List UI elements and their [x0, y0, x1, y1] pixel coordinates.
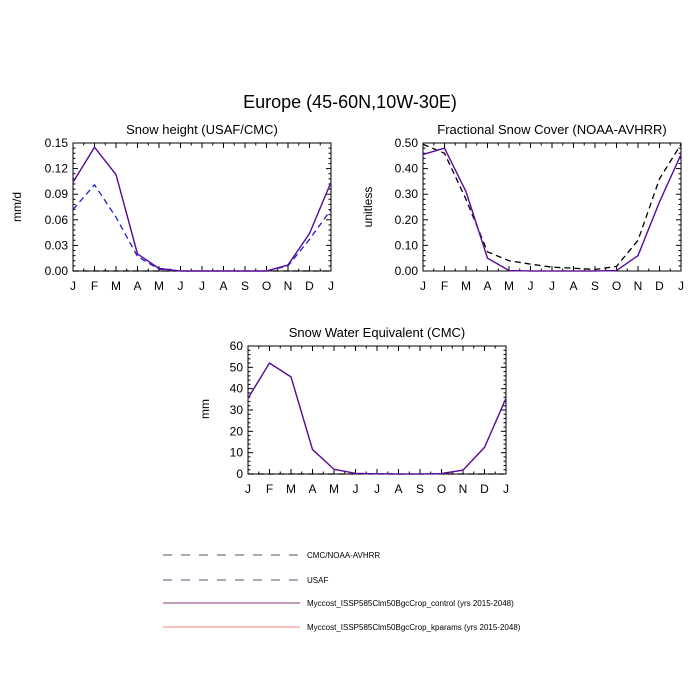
y-tick-label: 50: [230, 360, 244, 374]
x-tick-label: S: [241, 279, 249, 293]
y-tick-label: 40: [230, 382, 244, 396]
y-tick-label: 0.09: [45, 187, 69, 201]
x-tick-label: F: [441, 279, 448, 293]
legend-label-0: CMC/NOAA-AVHRR: [307, 551, 380, 560]
x-tick-label: J: [528, 279, 534, 293]
x-tick-label: M: [461, 279, 471, 293]
y-tick-label: 0.20: [395, 213, 419, 227]
y-tick-label: 20: [230, 424, 244, 438]
series-line-1: [422, 147, 682, 272]
x-tick-label: O: [262, 279, 271, 293]
y-tick-label: 0.00: [45, 264, 69, 278]
legend-label-1: USAF: [307, 576, 328, 585]
x-tick-label: M: [111, 279, 121, 293]
x-tick-label: J: [353, 482, 359, 496]
x-tick-label: A: [219, 279, 227, 293]
x-tick-label: J: [245, 482, 251, 496]
series-line-0: [422, 143, 682, 271]
figure-title: Europe (45-60N,10W-30E): [243, 92, 457, 112]
x-tick-label: A: [308, 482, 316, 496]
x-tick-label: S: [591, 279, 599, 293]
plot-frame: [72, 142, 332, 272]
y-tick-label: 0.06: [45, 213, 69, 227]
plot-frame: [422, 142, 682, 272]
series-line-2: [247, 362, 507, 475]
x-tick-label: N: [284, 279, 293, 293]
x-tick-label: F: [266, 482, 273, 496]
x-tick-label: J: [178, 279, 184, 293]
x-tick-label: J: [420, 279, 426, 293]
y-tick-label: 0.40: [395, 162, 419, 176]
x-tick-label: A: [569, 279, 577, 293]
x-tick-label: M: [286, 482, 296, 496]
x-tick-label: M: [329, 482, 339, 496]
panel-title: Snow Water Equivalent (CMC): [289, 325, 466, 340]
x-tick-label: A: [394, 482, 402, 496]
panel-fractional-snow-cover: Fractional Snow Cover (NOAA-AVHRR) unitl…: [361, 122, 684, 293]
y-tick-label: 0.12: [45, 162, 69, 176]
series-line-1: [247, 362, 507, 475]
x-tick-label: J: [374, 482, 380, 496]
y-tick-label: 0.15: [45, 136, 69, 150]
plot-frame: [247, 345, 507, 475]
x-tick-label: J: [328, 279, 334, 293]
legend-label-2: Myccost_ISSP585Clm50BgcCrop_control (yrs…: [307, 599, 514, 608]
x-tick-label: J: [678, 279, 684, 293]
series-line-2: [422, 147, 682, 272]
x-tick-label: D: [480, 482, 489, 496]
x-tick-label: O: [612, 279, 621, 293]
x-tick-label: D: [305, 279, 314, 293]
x-tick-label: N: [634, 279, 643, 293]
x-tick-label: M: [154, 279, 164, 293]
x-tick-label: F: [91, 279, 98, 293]
y-tick-label: 0.30: [395, 187, 419, 201]
y-axis-label: mm: [198, 399, 212, 419]
y-tick-label: 0.50: [395, 136, 419, 150]
x-tick-label: A: [133, 279, 141, 293]
series-line-2: [72, 146, 332, 272]
legend-label-3: Myccost_ISSP585Clm50BgcCrop_kparams (yrs…: [307, 623, 521, 632]
x-tick-label: J: [503, 482, 509, 496]
x-tick-label: S: [416, 482, 424, 496]
x-tick-label: M: [504, 279, 514, 293]
y-axis-label: unitless: [361, 187, 375, 228]
x-tick-label: O: [437, 482, 446, 496]
y-tick-label: 10: [230, 446, 244, 460]
x-tick-label: N: [459, 482, 468, 496]
y-tick-label: 0.03: [45, 238, 69, 252]
y-tick-label: 30: [230, 403, 244, 417]
x-tick-label: J: [549, 279, 555, 293]
legend: CMC/NOAA-AVHRR USAF Myccost_ISSP585Clm50Bg…: [163, 551, 521, 632]
x-tick-label: D: [655, 279, 664, 293]
y-axis-label: mm/d: [10, 192, 24, 222]
panel-title: Fractional Snow Cover (NOAA-AVHRR): [437, 122, 666, 137]
y-tick-label: 0.10: [395, 238, 419, 252]
y-tick-label: 60: [230, 339, 244, 353]
x-tick-label: J: [70, 279, 76, 293]
series-line-3: [72, 146, 332, 272]
x-tick-label: J: [199, 279, 205, 293]
y-tick-label: 0.00: [395, 264, 419, 278]
panel-title: Snow height (USAF/CMC): [126, 122, 278, 137]
y-tick-label: 0: [236, 467, 243, 481]
x-tick-label: A: [483, 279, 491, 293]
